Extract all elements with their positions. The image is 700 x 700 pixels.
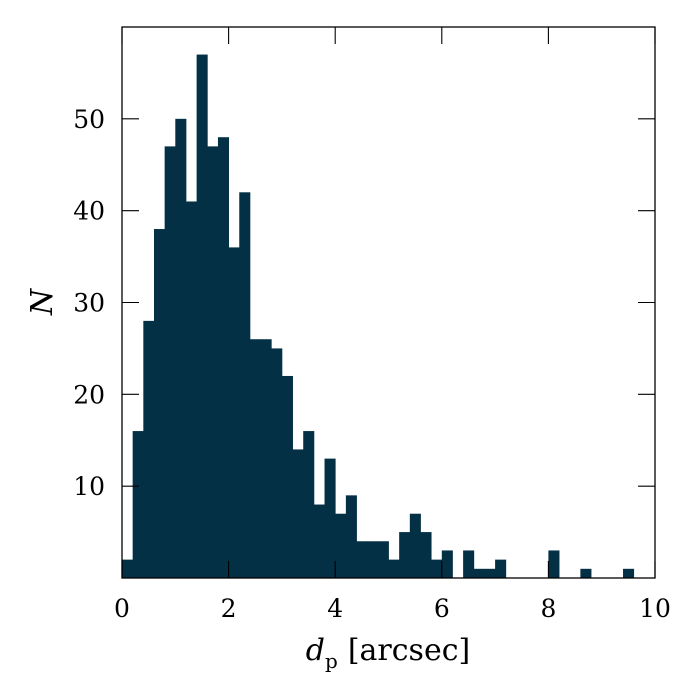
y-tick-label: 10 xyxy=(73,472,105,501)
histogram-bar xyxy=(122,559,134,578)
x-tick-label: 0 xyxy=(114,594,130,623)
histogram-bar xyxy=(356,541,368,578)
y-tick-label: 20 xyxy=(73,380,105,409)
histogram-bars xyxy=(122,54,635,579)
x-axis-label: dp [arcsec] xyxy=(306,633,470,673)
x-tick-labels: 0 2 4 6 8 10 xyxy=(114,594,671,623)
histogram-bar xyxy=(143,320,155,578)
histogram-bar xyxy=(420,532,432,578)
histogram-bar xyxy=(463,550,475,578)
x-tick-label: 8 xyxy=(540,594,556,623)
histogram-bar xyxy=(207,146,219,578)
histogram-bar xyxy=(313,504,325,578)
x-tick-label: 4 xyxy=(327,594,343,623)
histogram-bar xyxy=(388,559,400,578)
histogram-bar xyxy=(473,568,485,578)
histogram-bar xyxy=(399,532,411,578)
histogram-bar xyxy=(548,550,560,578)
y-axis-label: N xyxy=(25,287,60,316)
y-tick-label: 40 xyxy=(73,197,105,226)
y-tick-labels: 10 20 30 40 50 xyxy=(73,105,105,501)
x-tick-label: 2 xyxy=(221,594,237,623)
y-tick-label: 50 xyxy=(73,105,105,134)
histogram-bar xyxy=(228,247,240,578)
histogram-bar xyxy=(217,137,229,578)
histogram-bar xyxy=(303,431,315,578)
histogram-bar xyxy=(345,495,357,578)
histogram-bar xyxy=(431,559,443,578)
histogram-bar xyxy=(260,339,272,578)
histogram-bar xyxy=(409,513,421,578)
histogram-bar xyxy=(271,348,283,578)
histogram-bar xyxy=(239,192,251,579)
y-tick-label: 30 xyxy=(73,289,105,318)
histogram-bar xyxy=(185,201,198,578)
histogram-bar xyxy=(281,375,293,578)
histogram-bar xyxy=(495,559,507,578)
histogram-bar xyxy=(441,550,453,578)
histogram-bar xyxy=(335,513,347,578)
histogram-bar xyxy=(324,458,336,578)
histogram-bar xyxy=(292,449,304,578)
histogram-bar xyxy=(132,431,144,578)
x-tick-label: 6 xyxy=(434,594,450,623)
histogram-bar xyxy=(377,541,389,578)
histogram-bar xyxy=(164,146,176,578)
x-tick-label: 10 xyxy=(639,594,671,623)
histogram-bar xyxy=(153,229,166,579)
histogram-bar xyxy=(580,568,592,578)
histogram-bar xyxy=(367,541,379,578)
histogram-bar xyxy=(623,568,635,578)
plot-frame xyxy=(121,26,656,579)
histogram-bar xyxy=(175,118,187,578)
histogram-bar xyxy=(196,54,208,579)
histogram-bar xyxy=(484,568,496,578)
histogram-bar xyxy=(249,339,261,578)
